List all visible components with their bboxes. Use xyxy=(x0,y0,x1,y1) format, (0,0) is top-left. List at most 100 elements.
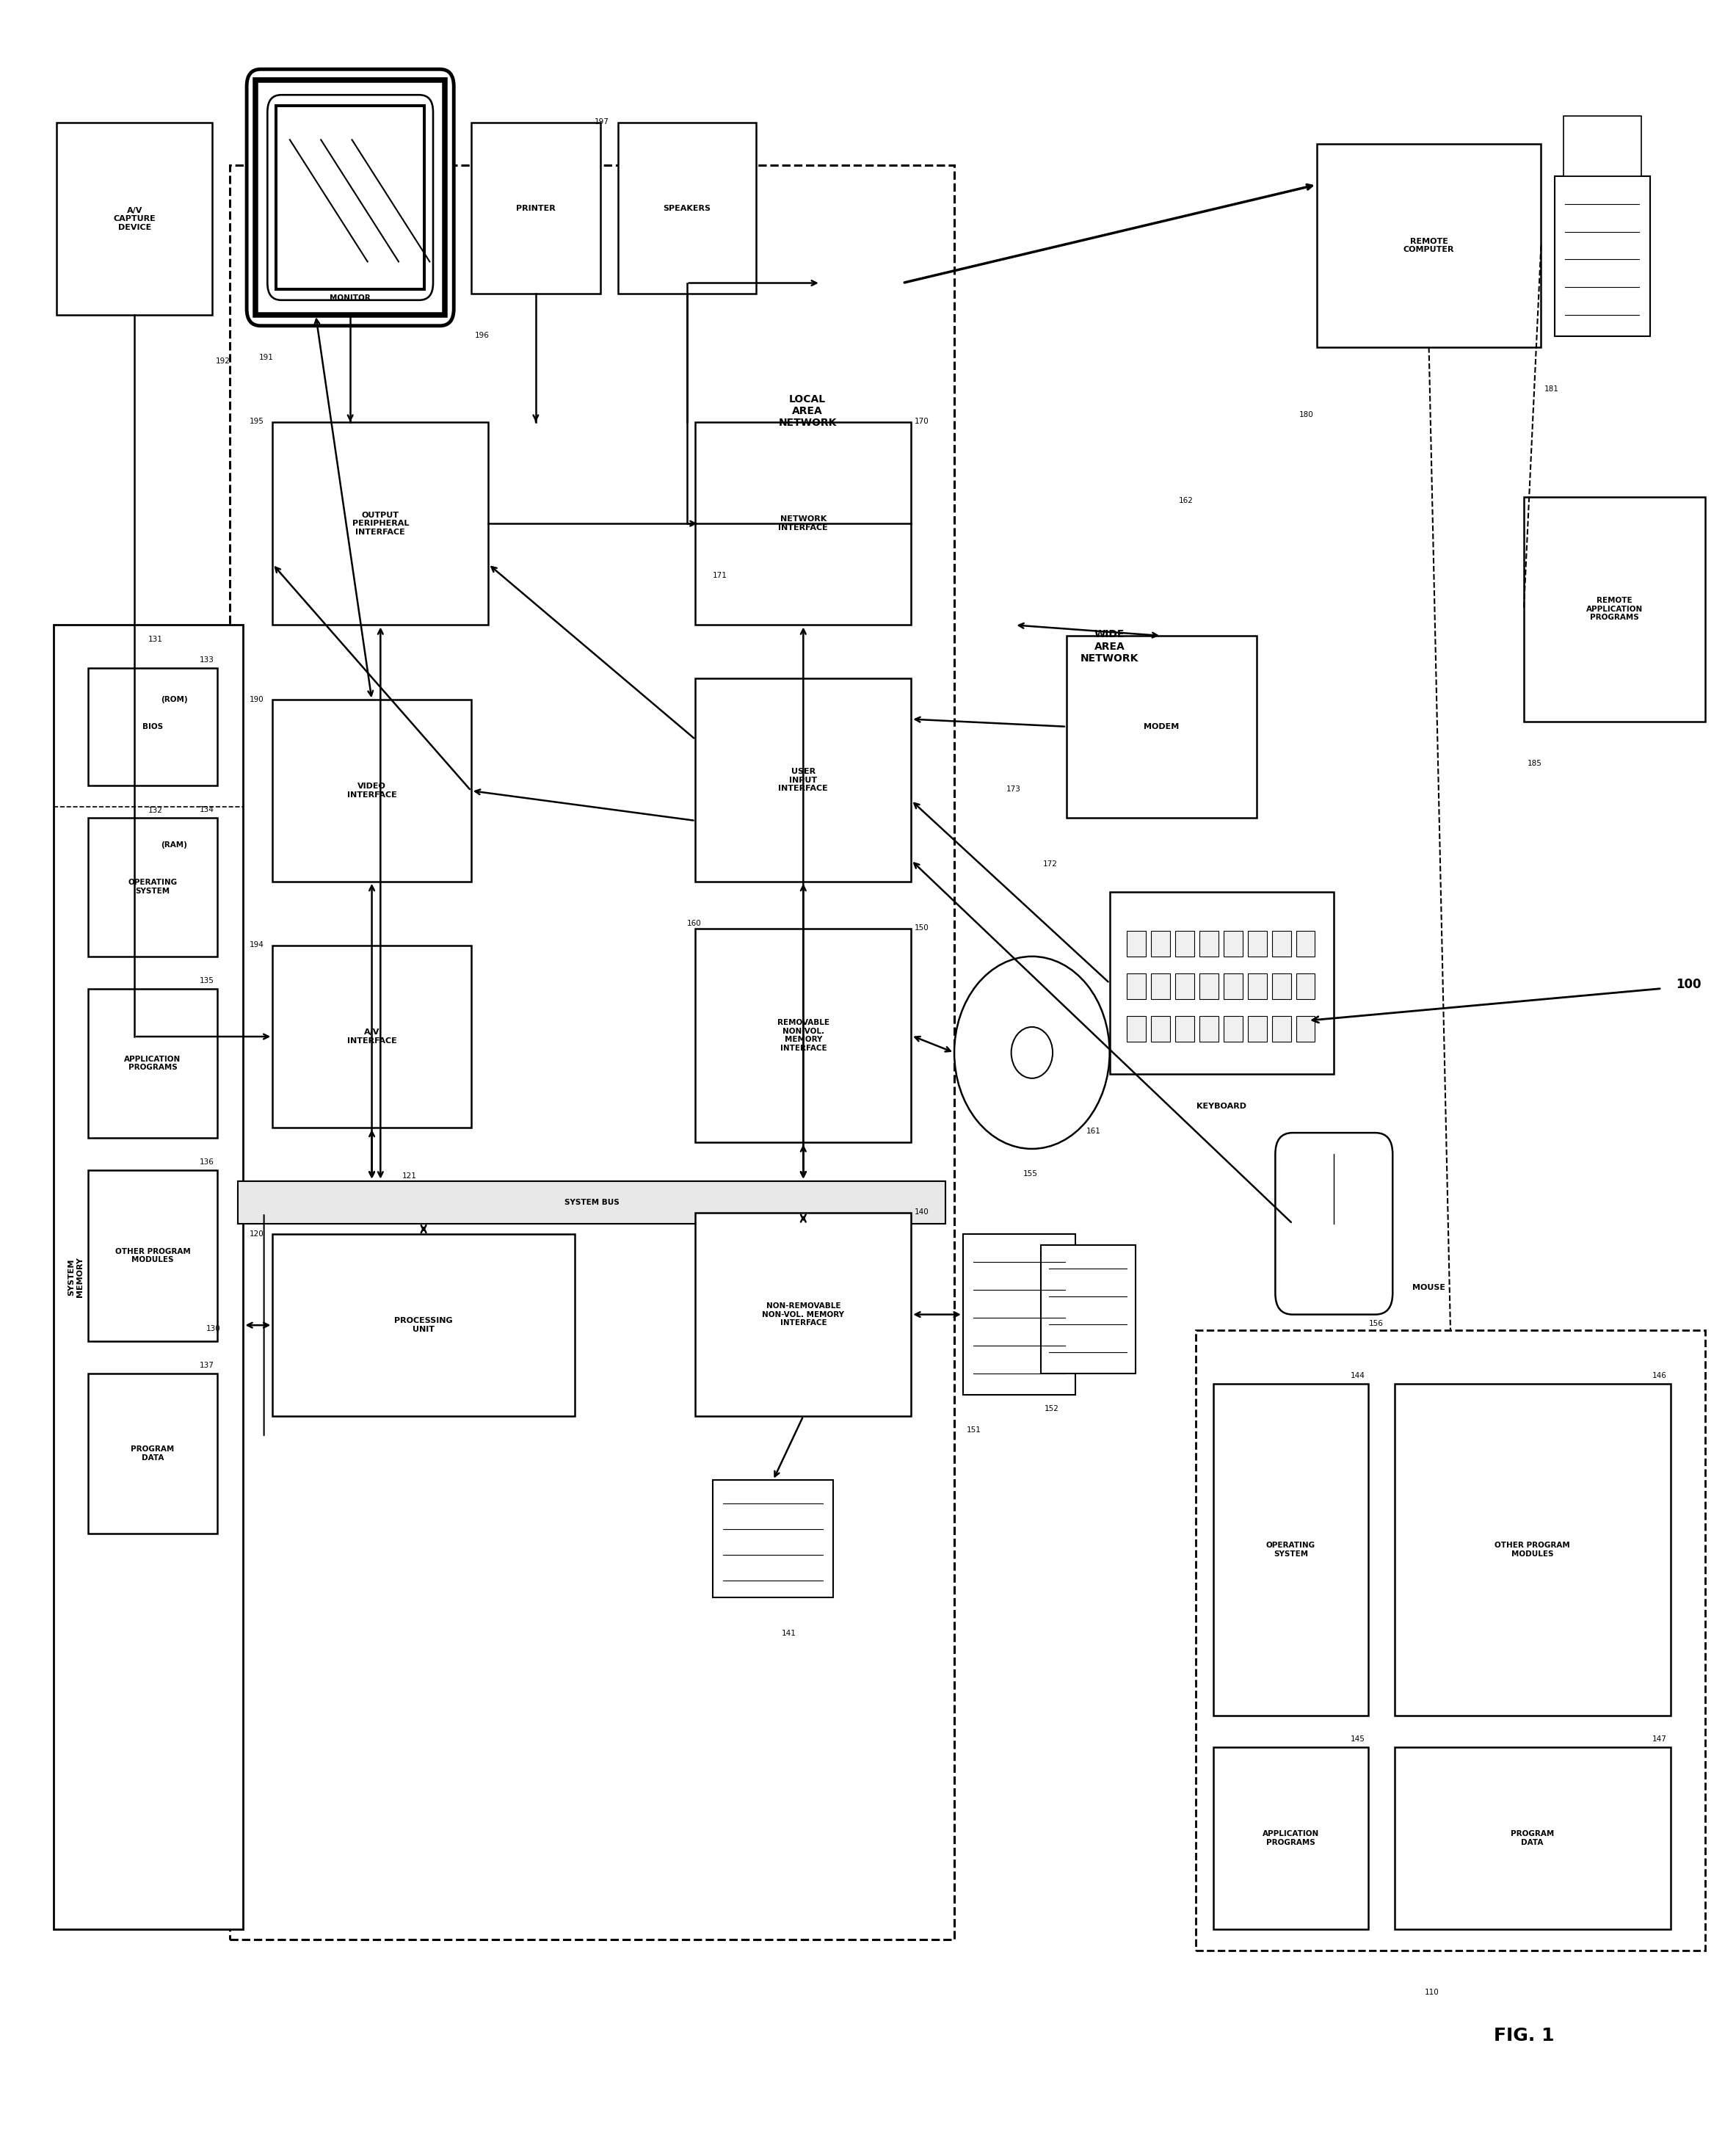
Bar xyxy=(273,1235,575,1416)
Text: NETWORK
INTERFACE: NETWORK INTERFACE xyxy=(778,516,828,531)
Text: 191: 191 xyxy=(259,354,273,361)
Text: 151: 151 xyxy=(967,1426,981,1435)
Text: 147: 147 xyxy=(1653,1736,1667,1744)
Text: MODEM: MODEM xyxy=(1144,724,1179,730)
Bar xyxy=(1248,973,1267,999)
Text: USER
INPUT
INTERFACE: USER INPUT INTERFACE xyxy=(778,767,828,793)
FancyBboxPatch shape xyxy=(267,95,432,301)
Bar xyxy=(1127,930,1146,956)
Text: A/V
CAPTURE
DEVICE: A/V CAPTURE DEVICE xyxy=(113,206,156,232)
Text: 156: 156 xyxy=(1368,1319,1384,1327)
Bar xyxy=(1213,1748,1368,1929)
Bar xyxy=(273,421,488,625)
Bar xyxy=(1224,930,1243,956)
Bar xyxy=(1564,116,1641,176)
Text: 150: 150 xyxy=(915,924,929,932)
Bar xyxy=(229,165,955,1940)
Circle shape xyxy=(1012,1027,1052,1078)
Text: PRINTER: PRINTER xyxy=(516,204,556,213)
Bar xyxy=(696,679,911,881)
Bar xyxy=(1200,973,1219,999)
Bar xyxy=(276,105,425,290)
Text: 140: 140 xyxy=(915,1209,929,1216)
Text: 100: 100 xyxy=(1675,977,1701,990)
Text: 172: 172 xyxy=(1043,859,1057,868)
Bar xyxy=(89,668,217,786)
Text: 120: 120 xyxy=(250,1231,264,1237)
Bar xyxy=(1175,930,1194,956)
Text: SYSTEM
MEMORY: SYSTEM MEMORY xyxy=(68,1257,83,1297)
Text: 135: 135 xyxy=(200,977,214,984)
Text: A/V
INTERFACE: A/V INTERFACE xyxy=(347,1029,398,1044)
Bar xyxy=(696,1214,911,1416)
Text: OUTPUT
PERIPHERAL
INTERFACE: OUTPUT PERIPHERAL INTERFACE xyxy=(352,511,410,535)
Bar xyxy=(1272,1016,1292,1042)
Text: PROGRAM
DATA: PROGRAM DATA xyxy=(1510,1830,1554,1845)
Bar xyxy=(89,988,217,1138)
Bar xyxy=(273,700,470,881)
Bar xyxy=(1151,1016,1170,1042)
Text: 146: 146 xyxy=(1653,1373,1667,1379)
Bar xyxy=(1040,1246,1135,1373)
Text: VIDEO
INTERFACE: VIDEO INTERFACE xyxy=(347,782,398,799)
Bar xyxy=(1272,973,1292,999)
Text: MOUSE: MOUSE xyxy=(1413,1285,1446,1291)
Bar xyxy=(1394,1383,1670,1716)
Bar xyxy=(696,928,911,1143)
Text: NON-REMOVABLE
NON-VOL. MEMORY
INTERFACE: NON-REMOVABLE NON-VOL. MEMORY INTERFACE xyxy=(762,1302,844,1327)
Bar xyxy=(1524,496,1705,722)
Bar xyxy=(57,122,212,316)
Bar xyxy=(1151,973,1170,999)
Text: SYSTEM BUS: SYSTEM BUS xyxy=(564,1199,620,1205)
Text: 133: 133 xyxy=(200,655,214,664)
Text: 145: 145 xyxy=(1351,1736,1364,1744)
Text: PROGRAM
DATA: PROGRAM DATA xyxy=(130,1446,174,1461)
Bar xyxy=(1297,973,1314,999)
Text: 160: 160 xyxy=(687,919,701,928)
Text: 161: 161 xyxy=(1087,1128,1101,1134)
Text: 110: 110 xyxy=(1425,1989,1439,1995)
Text: REMOTE
COMPUTER: REMOTE COMPUTER xyxy=(1403,238,1455,253)
Bar xyxy=(1196,1330,1705,1950)
Text: 144: 144 xyxy=(1351,1373,1364,1379)
Bar xyxy=(1316,144,1542,348)
Bar xyxy=(89,1171,217,1340)
Text: OTHER PROGRAM
MODULES: OTHER PROGRAM MODULES xyxy=(115,1248,191,1263)
Bar xyxy=(1175,1016,1194,1042)
Text: OPERATING
SYSTEM: OPERATING SYSTEM xyxy=(1266,1542,1316,1557)
Bar xyxy=(1127,973,1146,999)
Bar xyxy=(1555,176,1649,337)
Text: OTHER PROGRAM
MODULES: OTHER PROGRAM MODULES xyxy=(1495,1542,1569,1557)
Bar xyxy=(1297,930,1314,956)
Bar xyxy=(618,122,755,294)
Bar xyxy=(1200,930,1219,956)
Text: 181: 181 xyxy=(1545,387,1559,393)
Text: 137: 137 xyxy=(200,1362,214,1368)
Text: MONITOR: MONITOR xyxy=(330,294,372,301)
Bar xyxy=(1248,930,1267,956)
Text: 134: 134 xyxy=(200,806,214,814)
Text: 152: 152 xyxy=(1043,1405,1059,1413)
Bar xyxy=(1127,1016,1146,1042)
Text: 170: 170 xyxy=(915,417,929,425)
FancyBboxPatch shape xyxy=(1276,1132,1392,1315)
Text: 197: 197 xyxy=(594,118,609,127)
Bar xyxy=(238,1181,946,1224)
Text: LOCAL
AREA
NETWORK: LOCAL AREA NETWORK xyxy=(778,395,837,427)
Bar xyxy=(963,1235,1075,1394)
Text: 194: 194 xyxy=(250,941,264,949)
Text: 196: 196 xyxy=(474,333,490,339)
Bar xyxy=(1248,1016,1267,1042)
Text: REMOVABLE
NON-VOL.
MEMORY
INTERFACE: REMOVABLE NON-VOL. MEMORY INTERFACE xyxy=(778,1018,830,1053)
Bar xyxy=(1200,1016,1219,1042)
FancyBboxPatch shape xyxy=(247,69,453,326)
Bar xyxy=(1175,973,1194,999)
Bar xyxy=(1109,891,1333,1074)
Text: 180: 180 xyxy=(1300,410,1314,419)
Text: 192: 192 xyxy=(215,359,231,365)
Text: FIG. 1: FIG. 1 xyxy=(1493,2028,1554,2045)
Text: APPLICATION
PROGRAMS: APPLICATION PROGRAMS xyxy=(125,1055,181,1072)
Text: 162: 162 xyxy=(1179,496,1193,505)
Bar xyxy=(1151,930,1170,956)
Text: 141: 141 xyxy=(781,1630,797,1637)
